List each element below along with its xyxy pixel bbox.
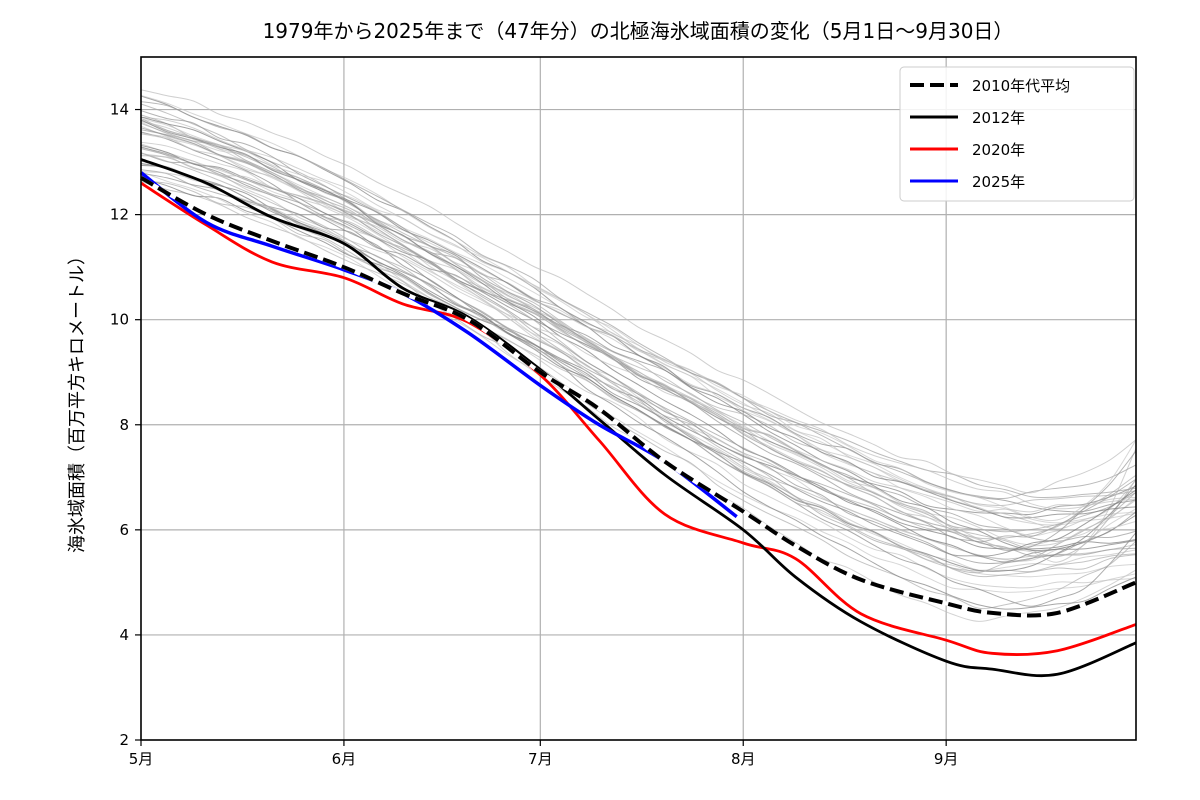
x-tick-label: 8月 [731,750,756,768]
legend: 2010年代平均 2012年 2020年 2025年 [899,66,1135,202]
series-line-2010s-average [140,176,1137,618]
background-year-line [140,110,1137,551]
legend-label: 2012年 [972,109,1025,127]
chart-title: 1979年から2025年まで（47年分）の北極海氷域面積の変化（5月1日〜9月3… [263,19,1014,43]
y-tick-label: 10 [110,311,129,329]
background-year-line [140,101,1137,500]
background-year-line [140,103,1137,578]
series-line-2020 [140,181,1137,656]
plot-frame [140,56,1137,741]
legend-box [899,66,1135,202]
background-year-line [140,120,1137,549]
legend-label: 2010年代平均 [972,77,1070,95]
y-axis: 2 4 6 8 10 12 14 [110,101,141,749]
background-year-line [140,155,1137,506]
background-year-line [140,119,1137,519]
y-tick-label: 4 [119,626,129,644]
y-tick-label: 6 [119,521,129,539]
background-year-line [140,160,1137,589]
highlighted-series [139,158,1137,678]
background-year-line [140,116,1137,557]
y-tick-label: 12 [110,206,129,224]
background-year-lines [140,89,1137,622]
y-tick-label: 14 [110,101,129,119]
y-axis-label: 海氷域面積（百万平方キロメートル） [67,247,88,553]
background-year-line [140,133,1137,563]
background-year-line [140,164,1137,563]
legend-label: 2025年 [972,173,1025,191]
legend-label: 2020年 [972,141,1025,159]
background-year-line [140,164,1137,610]
series-line-2012 [140,158,1137,678]
x-tick-label: 5月 [129,750,154,768]
background-year-line [140,171,1137,513]
x-axis: 5月 6月 7月 8月 9月 [129,740,959,768]
background-year-line [140,120,1137,578]
background-year-line [140,131,1137,610]
background-year-line [140,125,1137,571]
background-year-line [140,122,1137,558]
y-tick-label: 2 [119,731,129,749]
background-year-line [140,118,1137,522]
background-year-line [140,153,1137,510]
background-year-line [140,144,1137,516]
y-tick-label: 8 [119,416,129,434]
series-line-2025 [139,171,738,519]
x-tick-label: 7月 [528,750,553,768]
background-year-line [140,141,1137,546]
background-year-line [140,89,1137,494]
background-year-line [140,177,1137,550]
background-year-line [140,114,1137,574]
x-tick-label: 6月 [332,750,357,768]
x-tick-label: 9月 [934,750,959,768]
background-year-line [140,171,1137,593]
